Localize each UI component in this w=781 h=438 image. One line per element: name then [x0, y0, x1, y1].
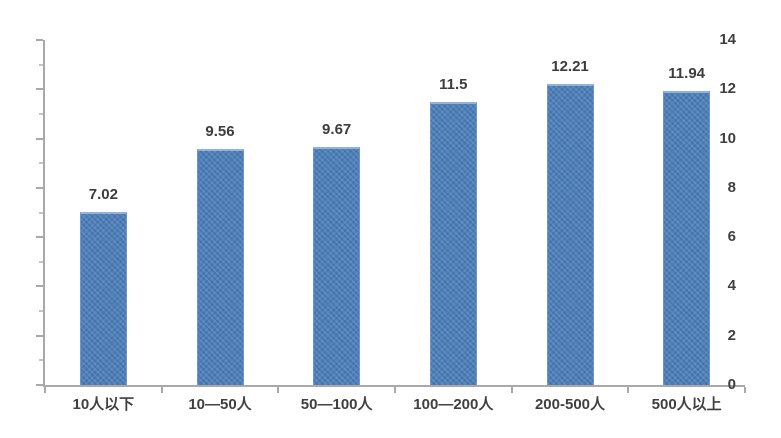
y-minor-tick	[39, 63, 43, 66]
y-minor-tick	[39, 211, 43, 214]
x-category-label: 10人以下	[72, 396, 135, 413]
x-axis-line	[43, 385, 745, 387]
y-tick-label: 12	[719, 80, 736, 98]
y-minor-tick	[39, 310, 43, 313]
y-major-tick	[36, 384, 43, 386]
x-category-label: 500人以上	[651, 396, 722, 413]
x-category-label: 100—200人	[413, 396, 494, 413]
bar-value-label: 7.02	[88, 186, 118, 203]
x-boundary-tick	[744, 387, 746, 393]
y-axis-line	[43, 40, 45, 387]
bar	[79, 212, 127, 385]
bar-value-label: 11.5	[439, 75, 468, 93]
y-major-tick	[36, 88, 43, 91]
y-tick-label: 8	[727, 178, 736, 196]
x-category-label: 10—50人	[188, 396, 252, 413]
y-major-tick	[36, 334, 43, 337]
bar	[546, 84, 594, 385]
bar-value-label: 11.94	[668, 64, 706, 82]
y-minor-tick	[39, 162, 43, 165]
bar-value-label: 9.67	[322, 120, 352, 138]
bar	[663, 90, 711, 385]
y-tick-label: 14	[719, 31, 736, 48]
y-minor-tick	[39, 112, 43, 115]
bar	[429, 101, 477, 385]
x-boundary-tick	[510, 387, 513, 393]
plot-area: 0 2 4 6 8 10 12 14 10人以下 10—50人 50—100人 100—200人 20…	[36, 31, 746, 413]
x-boundary-tick	[277, 387, 280, 393]
bar	[196, 149, 244, 385]
x-category-label: 50—100人	[300, 396, 373, 413]
bar-value-label: 12.21	[551, 58, 589, 76]
x-boundary-tick	[394, 387, 396, 393]
y-major-tick	[36, 186, 43, 189]
y-major-tick	[36, 236, 43, 239]
bar-value-label: 9.56	[205, 123, 235, 141]
y-tick-label: 0	[727, 376, 736, 393]
bar	[313, 146, 361, 385]
x-category-label: 200-500人	[534, 396, 606, 413]
x-boundary-tick	[44, 387, 46, 393]
y-tick-label: 10	[719, 129, 736, 147]
y-tick-label: 4	[727, 277, 736, 295]
y-minor-tick	[39, 260, 43, 263]
y-minor-tick	[39, 359, 43, 362]
y-tick-label: 2	[727, 326, 736, 344]
x-boundary-tick	[627, 387, 630, 393]
y-major-tick	[36, 39, 43, 41]
y-major-tick	[36, 285, 43, 288]
y-major-tick	[36, 137, 43, 140]
x-boundary-tick	[160, 387, 163, 393]
y-tick-label: 6	[727, 228, 736, 246]
